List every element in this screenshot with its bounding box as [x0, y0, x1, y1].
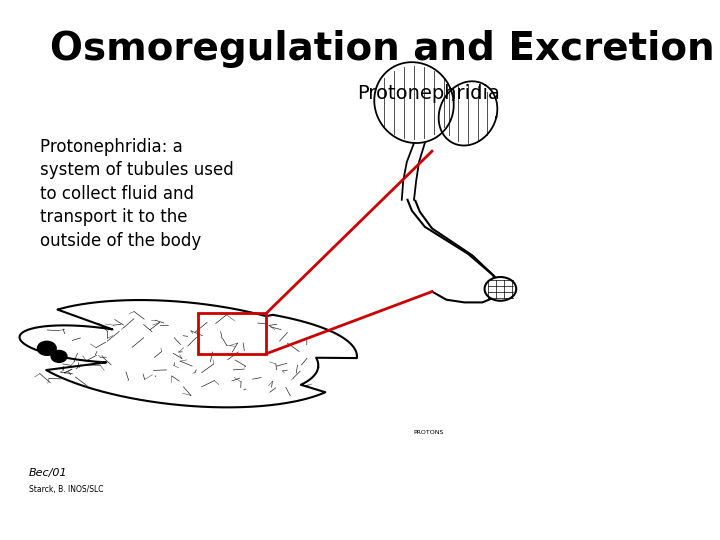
Text: Bec/01: Bec/01 — [29, 468, 68, 478]
Text: Starck, B. INOS/SLC: Starck, B. INOS/SLC — [29, 485, 103, 494]
Circle shape — [51, 350, 67, 362]
Text: Protonephridia: Protonephridia — [357, 84, 500, 103]
Circle shape — [37, 341, 56, 355]
Circle shape — [485, 277, 516, 301]
Text: PROTONS: PROTONS — [413, 430, 444, 435]
Bar — [198, 313, 266, 354]
Text: Osmoregulation and Excretion: Osmoregulation and Excretion — [50, 30, 715, 68]
Text: Protonephridia: a
system of tubules used
to collect fluid and
transport it to th: Protonephridia: a system of tubules used… — [40, 138, 233, 250]
